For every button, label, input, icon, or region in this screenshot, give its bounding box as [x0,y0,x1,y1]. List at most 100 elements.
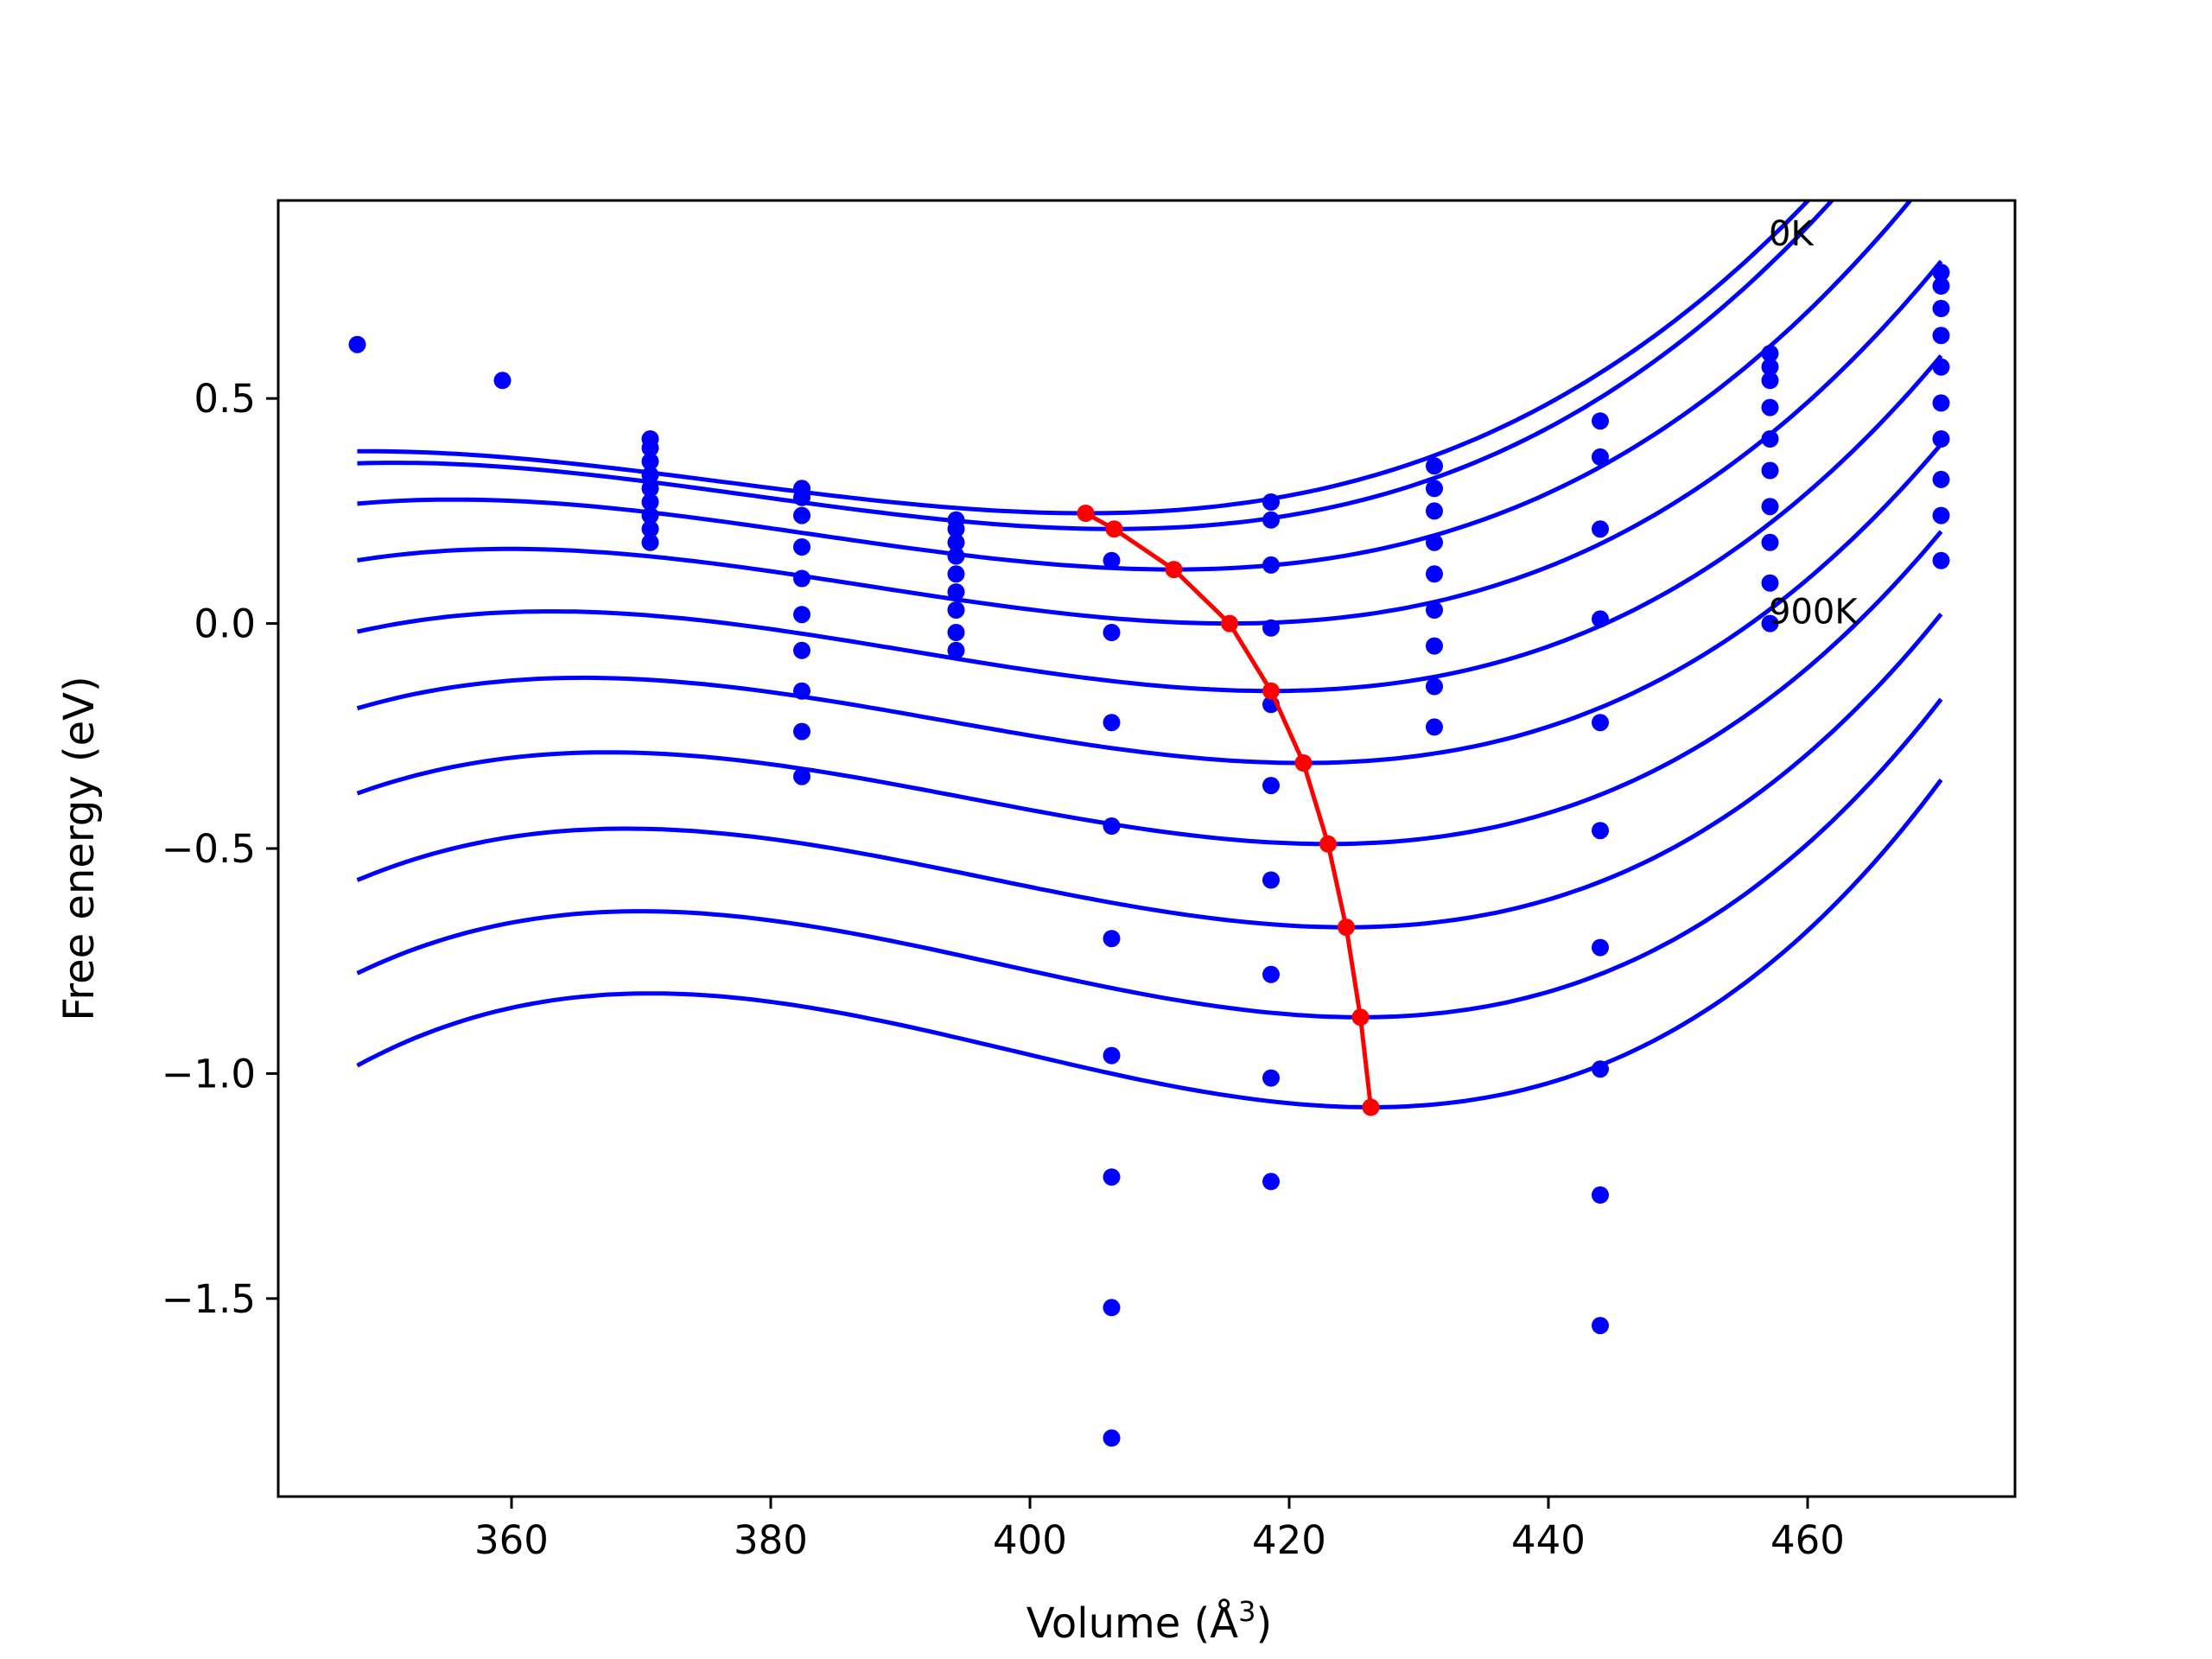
y-axis-label: Free energy (eV) [55,676,104,1020]
data-point [641,506,659,524]
data-point [1761,614,1779,632]
data-point [641,453,659,471]
data-point [1426,637,1443,655]
data-point [947,520,965,538]
data-point [641,480,659,498]
x-tick-label: 380 [734,1517,808,1563]
data-point [1932,327,1950,345]
data-point [793,538,810,556]
x-axis-label-close: ) [1255,1599,1272,1648]
data-point [1592,1186,1609,1204]
data-point [1103,624,1121,641]
fit-curve-5 [356,442,1943,766]
data-point [1932,394,1950,412]
x-tick-label: 420 [1252,1517,1326,1563]
x-axis-label-superscript: 3 [1238,1595,1255,1628]
data-point [1592,822,1609,840]
annotations: 0K 900K [1769,214,1859,632]
data-point [1761,574,1779,592]
data-point [1761,461,1779,480]
data-point [1103,1429,1121,1447]
data-point [947,565,965,583]
data-point [1103,1168,1121,1186]
data-point [1426,502,1443,520]
data-point [1103,1299,1121,1317]
data-point [641,520,659,538]
data-point [1262,777,1280,795]
minimum-line-path [1084,511,1373,1108]
data-point [641,533,659,551]
data-point [1592,412,1609,430]
data-point [1103,930,1121,948]
minimum-point [1338,918,1355,937]
data-point [1932,551,1950,569]
data-point [1592,610,1609,628]
data-point [947,583,965,601]
data-point [493,372,512,390]
y-tick-label: −1.0 [162,1051,256,1096]
data-point [793,569,810,588]
data-point [1262,1173,1280,1191]
minimum-point [1362,1098,1380,1116]
data-point [1103,714,1121,732]
x-tick-label: 440 [1511,1517,1586,1563]
x-tick-label: 400 [993,1517,1067,1563]
fit-curve-0 [357,200,1812,516]
data-point [1426,533,1443,551]
data-point [1103,551,1121,569]
data-point [1262,1069,1280,1087]
fitted-curves [356,200,1943,1109]
data-point [1103,817,1121,835]
data-point [1761,358,1779,376]
minimum-point [1294,754,1313,772]
x-tick-label: 460 [1770,1517,1845,1563]
data-point [1426,565,1443,583]
data-point [641,439,659,457]
x-tick-label: 360 [474,1517,549,1563]
data-point [1932,277,1950,295]
data-point [947,547,965,565]
data-point [1262,493,1280,511]
data-point [1761,398,1779,416]
data-point [793,488,810,506]
minimum-line [1077,505,1380,1116]
data-point [1932,506,1950,524]
fit-curve-2 [357,200,1914,572]
data-point [1426,480,1443,498]
data-point [1592,520,1609,538]
data-point [1426,457,1443,475]
data-point [947,533,965,551]
data-point [1262,556,1280,574]
data-point [1932,358,1950,376]
y-tick-label: 0.0 [194,601,256,647]
minimum-point [1165,561,1183,579]
data-point [793,722,810,741]
data-point [793,506,810,524]
data-point [793,606,810,624]
y-tick-label: −1.5 [162,1276,256,1322]
data-point [793,682,810,700]
annotation-1: 900K [1769,593,1859,632]
data-point [1761,430,1779,448]
data-point [1592,1317,1609,1335]
data-point [1426,718,1443,736]
minimum-point [1351,1008,1370,1027]
data-point [1592,714,1609,732]
data-point [641,493,659,511]
x-axis-label: Volume (Å3) [1027,1595,1272,1648]
data-point [1592,1060,1609,1078]
data-point [1761,533,1779,551]
fit-curve-9 [356,778,1943,1109]
fit-curve-3 [357,259,1943,626]
minimum-point [1105,520,1123,538]
fit-curve-1 [357,200,1835,531]
x-axis-ticks: 360 380 400 420 440 460 [474,1497,1845,1563]
data-point [947,641,965,659]
fit-curve-4 [356,354,1943,694]
data-point [1932,300,1950,317]
x-axis-label-main: Volume (Å [1027,1599,1239,1648]
minimum-point [1077,505,1095,522]
fit-curve-8 [356,697,1943,1020]
y-axis-ticks: 0.5 0.0 −0.5 −1.0 −1.5 [162,376,278,1322]
